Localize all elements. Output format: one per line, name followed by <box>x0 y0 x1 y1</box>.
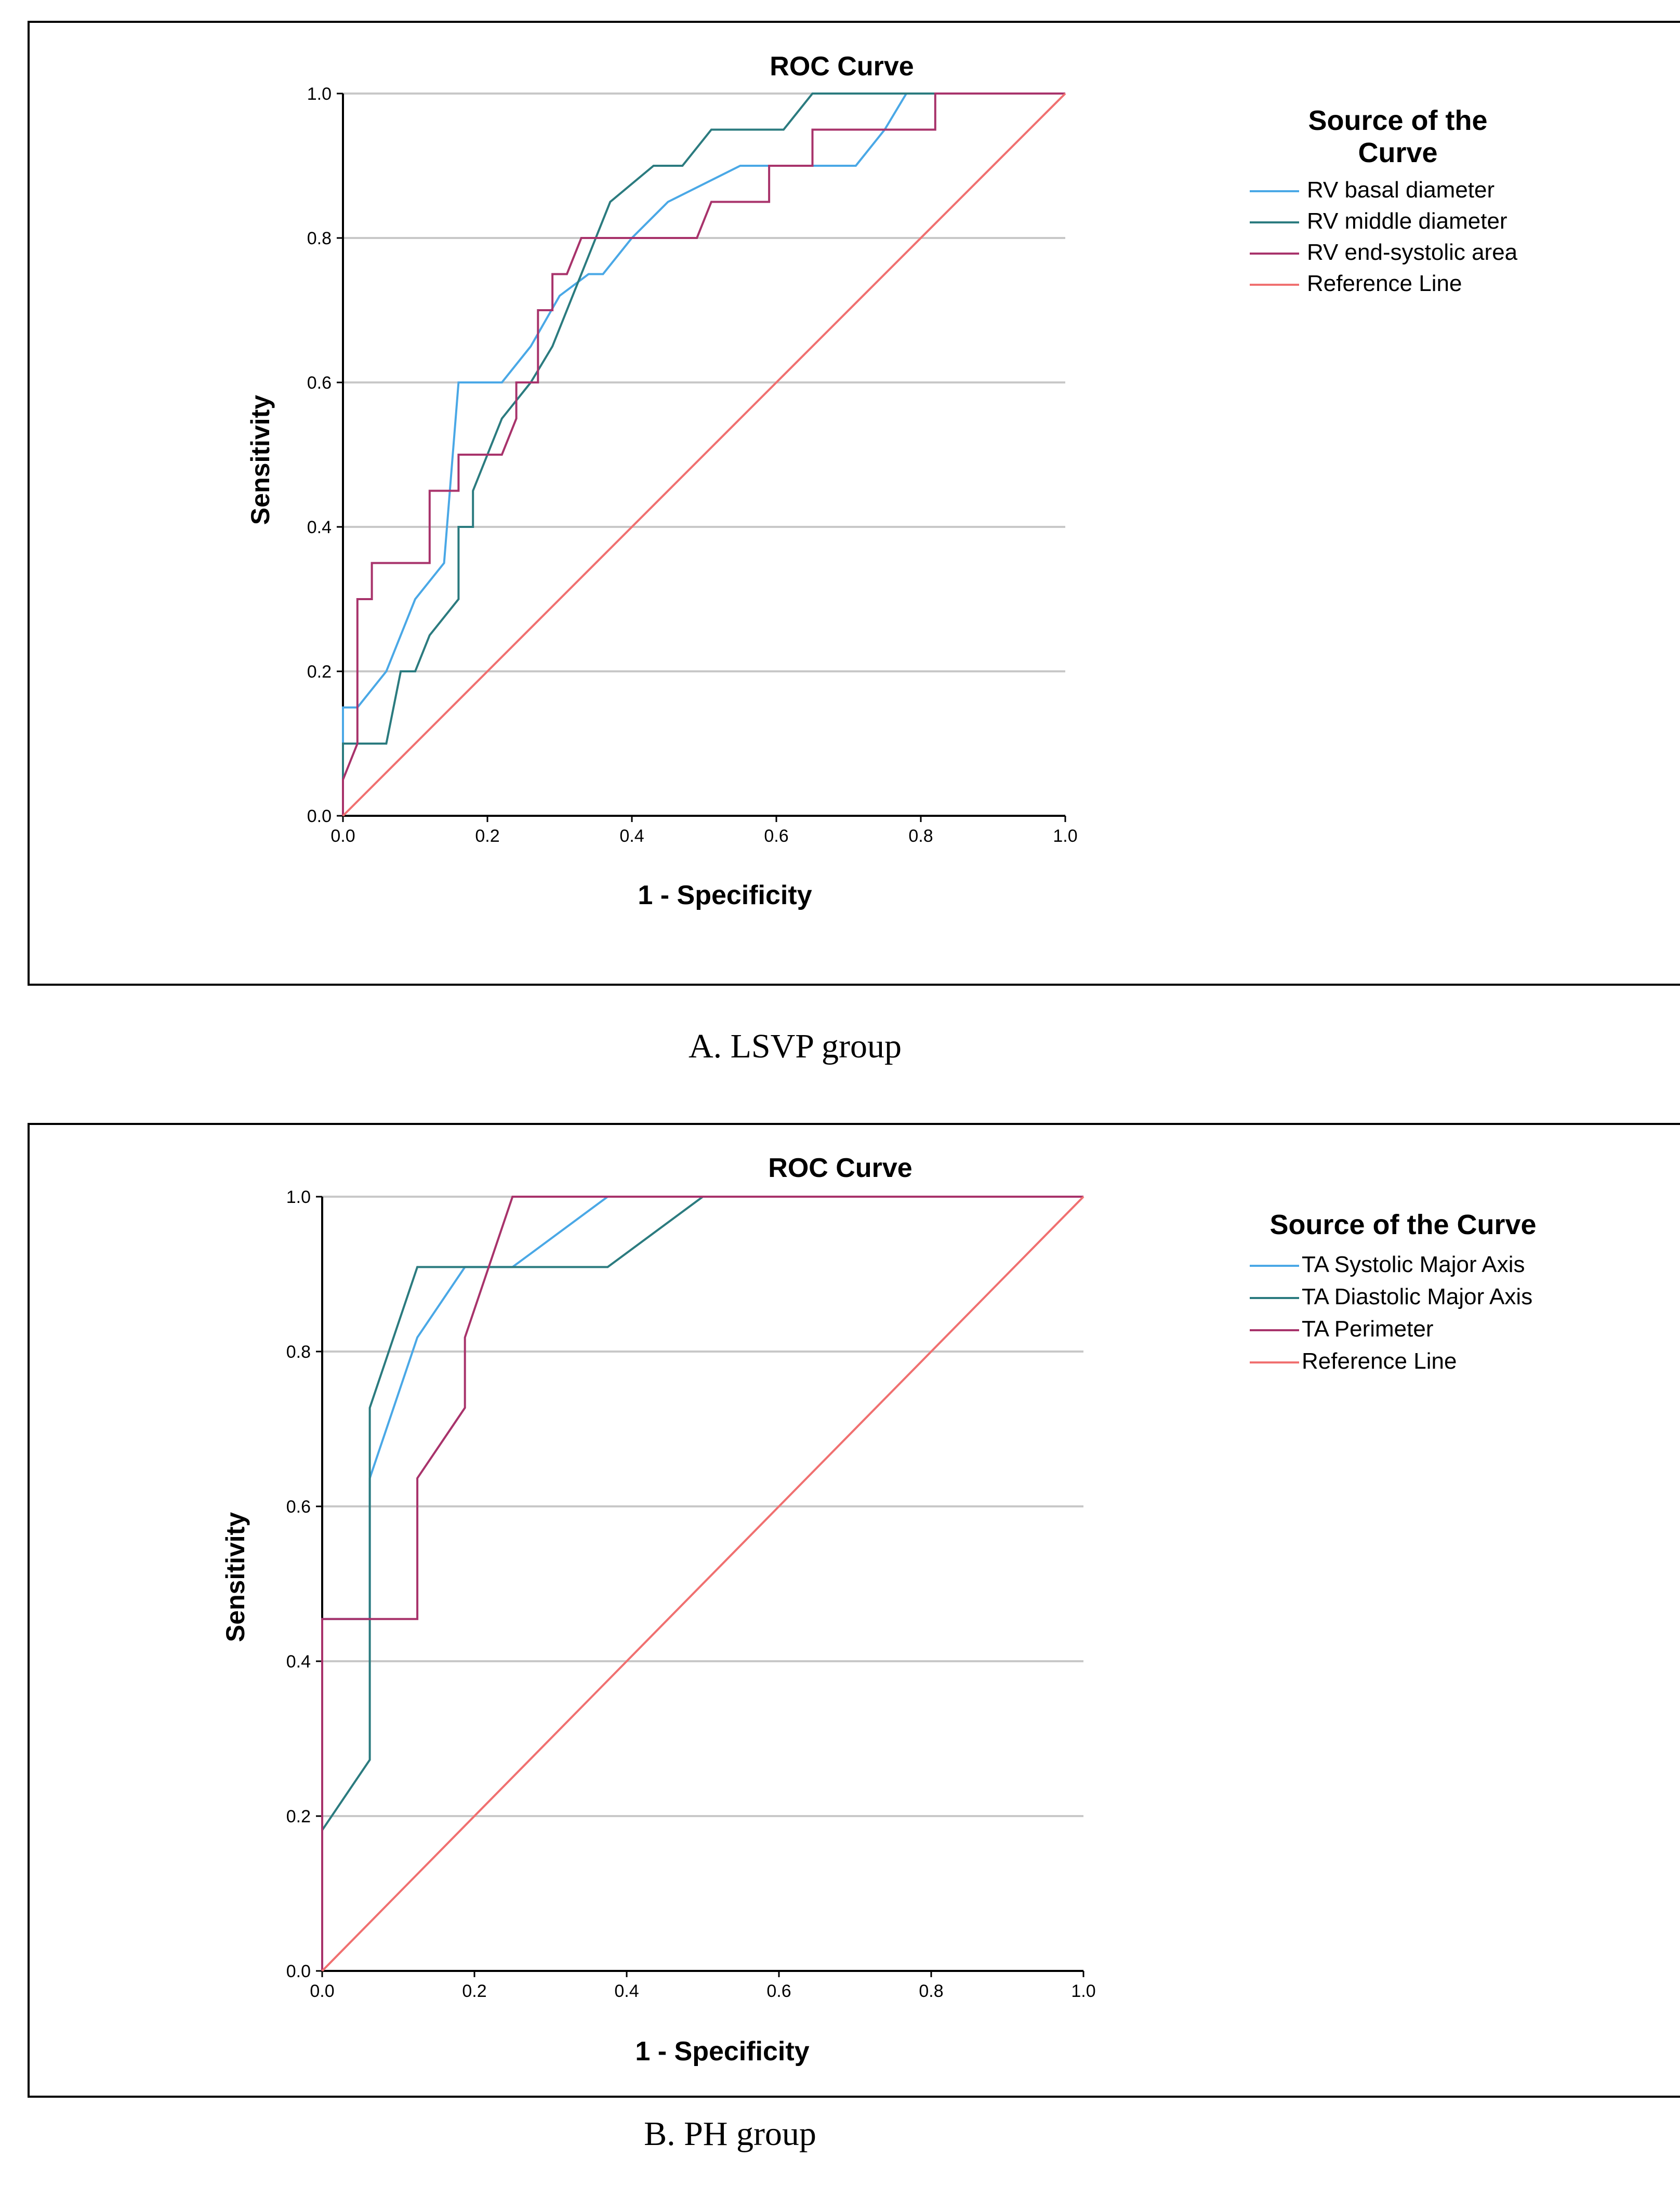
legend-label: TA Diastolic Major Axis <box>1302 1284 1532 1309</box>
legend-label: TA Perimeter <box>1302 1316 1433 1342</box>
x-tick-label: 0.2 <box>462 1981 486 2001</box>
legend-title: Source of the Curve <box>1308 105 1487 168</box>
y-tick-label: 0.8 <box>307 229 332 248</box>
x-tick-label: 0.6 <box>766 1981 791 2001</box>
y-tick-label: 0.0 <box>286 1962 311 1981</box>
x-tick-label: 0.2 <box>475 826 499 846</box>
chart-frame <box>28 21 1680 986</box>
figure-caption: B. PH group <box>644 2115 816 2153</box>
x-tick-label: 0.8 <box>919 1981 943 2001</box>
y-tick-label: 1.0 <box>307 84 332 104</box>
chart-ph-group: 0.0 0.2 0.4 0.6 0.8 1.0 0.0 0.2 0.4 0.6 0.8 1.0 ROC … <box>28 1123 1680 2153</box>
y-tick-label: 0.6 <box>307 373 332 393</box>
y-axis-label: Sensitivity <box>246 395 275 525</box>
y-tick-label: 0.2 <box>286 1807 311 1826</box>
legend-title: Source of the Curve <box>1269 1209 1536 1240</box>
x-tick-label: 0.6 <box>764 826 788 846</box>
x-tick-label: 0.8 <box>908 826 933 846</box>
x-tick-label: 0.0 <box>330 826 355 846</box>
y-tick-label: 0.4 <box>286 1652 311 1672</box>
x-tick-label: 1.0 <box>1053 826 1077 846</box>
y-axis-label: Sensitivity <box>221 1512 250 1642</box>
chart-title: ROC Curve <box>770 51 914 82</box>
legend-label: TA Systolic Major Axis <box>1302 1252 1525 1277</box>
series-line-3 <box>342 92 1065 816</box>
figure-caption: A. LSVP group <box>689 1027 902 1065</box>
x-tick-label: 1.0 <box>1071 1981 1095 2001</box>
legend-label: RV basal diameter <box>1307 177 1494 203</box>
x-tick-label: 0.4 <box>619 826 644 846</box>
x-tick-label: 0.0 <box>310 1981 334 2001</box>
legend-label: Reference Line <box>1307 271 1462 296</box>
series-line-4 <box>321 1196 1084 1972</box>
series-line-2 <box>321 1196 1083 1971</box>
chart-title: ROC Curve <box>768 1153 912 1183</box>
y-tick-label: 0.6 <box>286 1497 311 1517</box>
y-tick-label: 1.0 <box>286 1187 311 1207</box>
x-axis-label: 1 - Specificity <box>635 2036 809 2067</box>
legend-label: Reference Line <box>1302 1348 1457 1374</box>
chart-lsvp-group: 0.0 0.2 0.4 0.6 0.8 1.0 0.0 0.2 0.4 0.6 0.8 1.0 ROC … <box>28 21 1680 1065</box>
series-line-3 <box>321 1196 1083 1971</box>
y-tick-label: 0.0 <box>307 806 332 826</box>
y-tick-label: 0.4 <box>307 518 332 537</box>
x-axis-label: 1 - Specificity <box>638 880 812 910</box>
series-line-1 <box>342 92 1065 816</box>
legend-label: RV end-systolic area <box>1307 240 1518 265</box>
x-tick-label: 0.4 <box>614 1981 639 2001</box>
y-tick-label: 0.2 <box>307 662 332 682</box>
series-line-4 <box>342 92 1066 817</box>
y-tick-label: 0.8 <box>286 1342 311 1362</box>
chart-frame <box>28 1123 1680 2098</box>
legend-label: RV middle diameter <box>1307 208 1507 234</box>
